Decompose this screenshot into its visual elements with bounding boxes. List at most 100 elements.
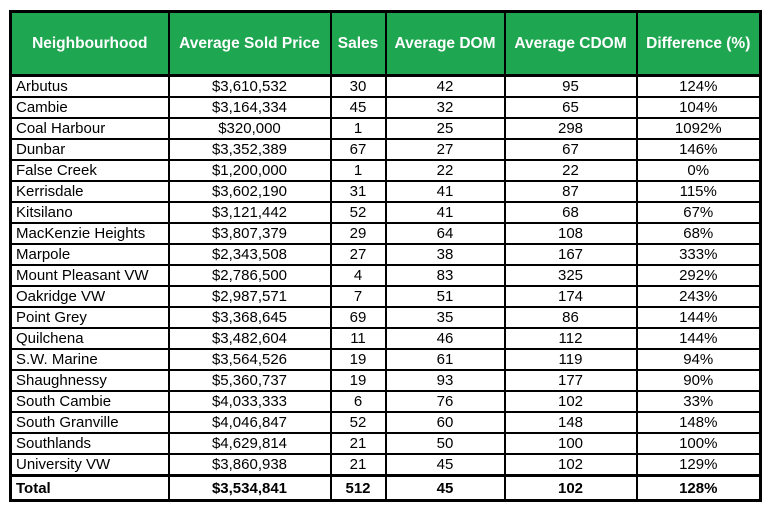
value-cell: 93 <box>384 369 506 392</box>
value-cell: 21 <box>329 453 387 477</box>
value-cell: 25 <box>384 117 506 140</box>
value-cell: 102 <box>503 390 638 413</box>
value-cell: 60 <box>384 411 506 434</box>
table-row: Quilchena $3,482,604 11 46 112 144% <box>9 327 762 350</box>
table-row: South Granville $4,046,847 52 60 148 148% <box>9 411 762 434</box>
value-cell: 333% <box>635 243 762 266</box>
value-cell: $3,534,841 <box>167 474 332 502</box>
value-cell: 61 <box>384 348 506 371</box>
neighbourhood-cell: Dunbar <box>9 138 170 161</box>
value-cell: 19 <box>329 369 387 392</box>
value-cell: 31 <box>329 180 387 203</box>
value-cell: 129% <box>635 453 762 477</box>
neighbourhood-cell: Shaughnessy <box>9 369 170 392</box>
total-row: Total $3,534,841 512 45 102 128% <box>9 474 762 502</box>
value-cell: 41 <box>384 201 506 224</box>
neighbourhood-cell: Total <box>9 474 170 502</box>
value-cell: $3,602,190 <box>167 180 332 203</box>
value-cell: 67 <box>503 138 638 161</box>
value-cell: 292% <box>635 264 762 287</box>
value-cell: 52 <box>329 411 387 434</box>
neighbourhood-cell: Quilchena <box>9 327 170 350</box>
value-cell: 167 <box>503 243 638 266</box>
neighbourhood-cell: Oakridge VW <box>9 285 170 308</box>
value-cell: 27 <box>329 243 387 266</box>
neighbourhood-cell: Kitsilano <box>9 201 170 224</box>
value-cell: 146% <box>635 138 762 161</box>
table-row: Dunbar $3,352,389 67 27 67 146% <box>9 138 762 161</box>
neighbourhood-cell: Arbutus <box>9 74 170 98</box>
neighbourhood-cell: False Creek <box>9 159 170 182</box>
value-cell: $4,046,847 <box>167 411 332 434</box>
neighbourhood-cell: Mount Pleasant VW <box>9 264 170 287</box>
value-cell: 68 <box>503 201 638 224</box>
table-body: Arbutus $3,610,532 30 42 95 124% Cambie $3,164,… <box>9 74 762 502</box>
value-cell: 148% <box>635 411 762 434</box>
value-cell: 104% <box>635 96 762 119</box>
value-cell: 86 <box>503 306 638 329</box>
value-cell: 21 <box>329 432 387 455</box>
value-cell: $3,610,532 <box>167 74 332 98</box>
table-row: University VW $3,860,938 21 45 102 129% <box>9 453 762 477</box>
neighbourhood-stats-table: Neighbourhood Average Sold Price Sales Aver… <box>9 10 762 502</box>
table-row: Coal Harbour $320,000 1 25 298 1092% <box>9 117 762 140</box>
value-cell: 51 <box>384 285 506 308</box>
value-cell: 100 <box>503 432 638 455</box>
value-cell: 52 <box>329 201 387 224</box>
value-cell: 19 <box>329 348 387 371</box>
value-cell: $1,200,000 <box>167 159 332 182</box>
table-row: Point Grey $3,368,645 69 35 86 144% <box>9 306 762 329</box>
value-cell: 7 <box>329 285 387 308</box>
table-row: False Creek $1,200,000 1 22 22 0% <box>9 159 762 182</box>
value-cell: $3,860,938 <box>167 453 332 477</box>
neighbourhood-cell: University VW <box>9 453 170 477</box>
value-cell: $4,629,814 <box>167 432 332 455</box>
column-header-average-cdom: Average CDOM <box>503 10 638 77</box>
value-cell: 144% <box>635 327 762 350</box>
value-cell: 29 <box>329 222 387 245</box>
value-cell: $3,164,334 <box>167 96 332 119</box>
value-cell: 45 <box>329 96 387 119</box>
column-header-average-sold-price: Average Sold Price <box>167 10 332 77</box>
table-row: Shaughnessy $5,360,737 19 93 177 90% <box>9 369 762 392</box>
table-row: Oakridge VW $2,987,571 7 51 174 243% <box>9 285 762 308</box>
value-cell: 177 <box>503 369 638 392</box>
value-cell: 94% <box>635 348 762 371</box>
neighbourhood-cell: MacKenzie Heights <box>9 222 170 245</box>
value-cell: 27 <box>384 138 506 161</box>
value-cell: 1 <box>329 117 387 140</box>
table-header: Neighbourhood Average Sold Price Sales Aver… <box>9 10 762 77</box>
value-cell: 174 <box>503 285 638 308</box>
value-cell: $3,482,604 <box>167 327 332 350</box>
table-row: S.W. Marine $3,564,526 19 61 119 94% <box>9 348 762 371</box>
neighbourhood-cell: South Granville <box>9 411 170 434</box>
value-cell: 148 <box>503 411 638 434</box>
neighbourhood-cell: South Cambie <box>9 390 170 413</box>
column-header-average-dom: Average DOM <box>384 10 506 77</box>
value-cell: 83 <box>384 264 506 287</box>
value-cell: 1092% <box>635 117 762 140</box>
value-cell: 45 <box>384 453 506 477</box>
table-row: Kerrisdale $3,602,190 31 41 87 115% <box>9 180 762 203</box>
value-cell: 243% <box>635 285 762 308</box>
value-cell: 112 <box>503 327 638 350</box>
value-cell: 95 <box>503 74 638 98</box>
value-cell: 33% <box>635 390 762 413</box>
value-cell: 100% <box>635 432 762 455</box>
neighbourhood-cell: Point Grey <box>9 306 170 329</box>
value-cell: $2,343,508 <box>167 243 332 266</box>
value-cell: 144% <box>635 306 762 329</box>
neighbourhood-cell: Coal Harbour <box>9 117 170 140</box>
value-cell: 6 <box>329 390 387 413</box>
table-row: Arbutus $3,610,532 30 42 95 124% <box>9 74 762 98</box>
value-cell: $2,786,500 <box>167 264 332 287</box>
value-cell: 35 <box>384 306 506 329</box>
neighbourhood-cell: Southlands <box>9 432 170 455</box>
value-cell: 128% <box>635 474 762 502</box>
value-cell: 124% <box>635 74 762 98</box>
value-cell: 0% <box>635 159 762 182</box>
neighbourhood-cell: Marpole <box>9 243 170 266</box>
value-cell: 102 <box>503 474 638 502</box>
value-cell: 45 <box>384 474 506 502</box>
